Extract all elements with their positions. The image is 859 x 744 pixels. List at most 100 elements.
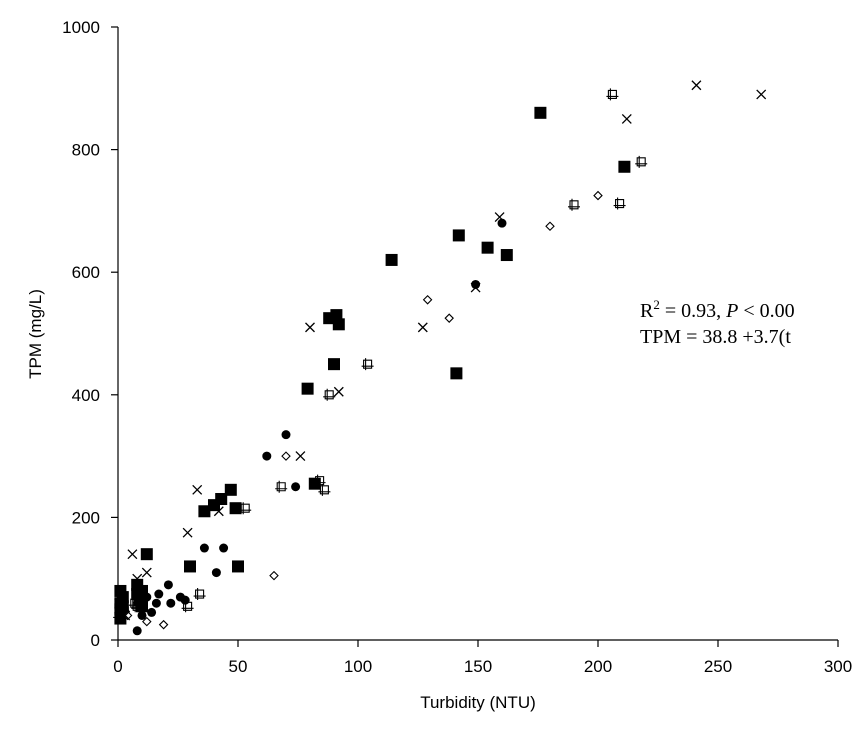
data-point-square-filled	[500, 249, 513, 262]
data-point-circle-filled	[132, 626, 142, 636]
data-point-square-filled	[481, 241, 494, 254]
y-tick-label: 200	[72, 508, 100, 527]
data-point-cross	[417, 322, 428, 333]
data-point-diamond-open	[269, 570, 279, 581]
data-point-circle-filled	[166, 598, 176, 608]
data-point-square-filled	[232, 560, 244, 573]
data-point-square-filled	[450, 367, 463, 380]
p-value: < 0.00	[738, 300, 794, 322]
data-point-square-open	[275, 480, 288, 493]
p-symbol: P	[725, 300, 738, 322]
data-point-circle-filled	[219, 543, 229, 553]
data-point-cross	[127, 549, 138, 560]
data-point-square-open	[361, 358, 374, 371]
data-point-square-open	[606, 88, 619, 101]
data-point-cross	[305, 322, 315, 333]
data-point-square-filled	[452, 229, 465, 242]
data-point-square-open	[193, 588, 206, 601]
y-tick-label: 0	[91, 631, 100, 650]
data-point-square-filled	[308, 477, 321, 490]
r2-value: = 0.93,	[660, 300, 726, 322]
data-point-square-filled	[198, 505, 211, 518]
data-point-circle-filled	[137, 610, 147, 620]
data-point-diamond-open	[142, 616, 152, 627]
data-point-cross	[691, 80, 702, 91]
y-tick-label: 400	[72, 386, 100, 405]
data-point-circle-filled	[199, 543, 209, 553]
y-tick-label: 800	[72, 141, 100, 160]
data-point-square-filled	[116, 591, 129, 604]
r2-prefix: R	[640, 300, 654, 322]
data-point-square-open	[318, 483, 331, 496]
data-point-cross	[192, 484, 203, 495]
data-point-diamond-open	[444, 313, 454, 323]
data-point-cross	[114, 598, 125, 609]
data-point-square-open	[635, 155, 648, 168]
data-point-square-filled	[618, 160, 631, 173]
x-tick-label: 250	[704, 657, 732, 676]
x-tick-label: 150	[464, 657, 492, 676]
data-point-square-open	[181, 600, 194, 613]
y-axis-label: TPM (mg/L)	[26, 289, 45, 379]
data-point-circle-filled	[262, 451, 272, 461]
data-point-diamond-open	[281, 451, 291, 461]
data-point-diamond-open	[422, 295, 433, 305]
data-point-diamond-open	[158, 619, 169, 630]
data-point-square-filled	[301, 382, 314, 395]
data-point-cross	[120, 610, 131, 621]
data-point-square-filled	[215, 493, 228, 506]
data-points	[113, 80, 767, 636]
data-point-circle-filled	[291, 482, 301, 492]
data-point-cross	[470, 282, 481, 293]
data-point-cross	[213, 506, 224, 517]
data-point-cross	[182, 527, 193, 538]
data-point-cross	[115, 601, 126, 612]
r2-superscript: 2	[653, 297, 660, 312]
ticks: 0 50 100 150 200 250 300 0 200 400 600 800 1000	[62, 18, 852, 676]
x-tick-label: 100	[344, 657, 372, 676]
x-tick-label: 300	[824, 657, 852, 676]
x-tick-label: 50	[229, 657, 248, 676]
x-tick-label: 200	[584, 657, 612, 676]
data-point-cross	[621, 113, 632, 124]
r2-annotation: R2 = 0.93, P < 0.00	[640, 297, 795, 322]
data-point-circle-filled	[211, 568, 221, 578]
data-point-cross	[333, 386, 344, 397]
data-point-square-filled	[328, 358, 340, 371]
data-point-cross	[132, 573, 143, 584]
data-point-square-filled	[534, 106, 547, 119]
y-tick-label: 600	[72, 263, 100, 282]
data-point-circle-filled	[142, 592, 152, 602]
data-point-square-open	[239, 502, 252, 515]
data-point-square-filled	[332, 318, 345, 331]
data-point-cross	[141, 567, 152, 578]
data-point-circle-filled	[151, 598, 161, 608]
data-point-cross	[756, 89, 767, 100]
data-point-square-open	[613, 197, 626, 210]
data-point-diamond-open	[593, 190, 603, 201]
data-point-square-open	[131, 600, 144, 613]
data-point-square-filled	[330, 309, 343, 322]
data-point-cross	[494, 212, 505, 222]
data-point-circle-filled	[163, 580, 173, 590]
data-point-square-filled	[224, 483, 237, 496]
x-axis-label: Turbidity (NTU)	[420, 693, 536, 712]
data-point-square-open	[568, 198, 580, 211]
data-point-square-open	[323, 388, 336, 401]
data-point-diamond-open	[545, 221, 555, 232]
data-point-square-filled	[140, 548, 153, 561]
y-tick-label: 1000	[62, 18, 100, 37]
data-point-square-filled	[184, 560, 196, 573]
data-point-circle-filled	[154, 589, 164, 599]
data-point-cross	[295, 451, 306, 462]
data-point-square-filled	[385, 253, 398, 266]
data-point-circle-filled	[281, 430, 291, 440]
equation-annotation: TPM = 38.8 +3.7(t	[640, 326, 791, 348]
data-point-circle-filled	[471, 279, 481, 289]
x-tick-label: 0	[113, 657, 122, 676]
data-point-circle-filled	[147, 607, 157, 617]
data-point-square-open	[313, 474, 326, 487]
data-point-square-filled	[229, 502, 242, 515]
